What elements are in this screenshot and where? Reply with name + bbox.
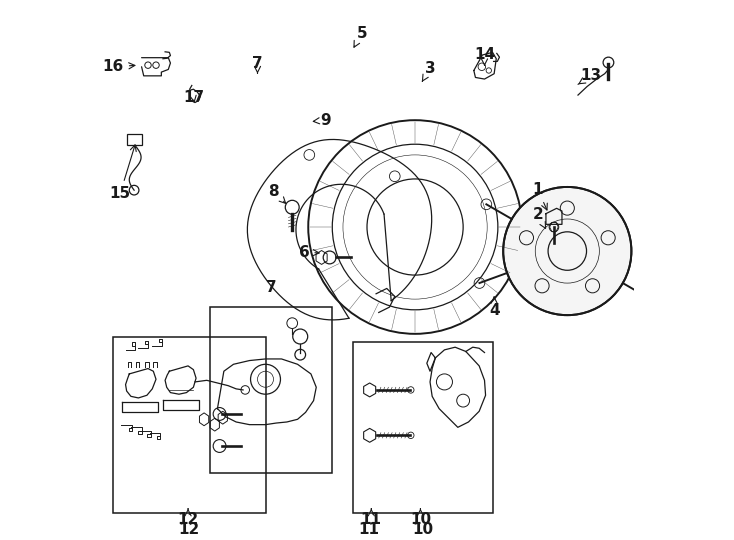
Text: 2: 2 bbox=[533, 207, 545, 228]
Text: 7: 7 bbox=[266, 280, 277, 295]
Text: 15: 15 bbox=[109, 145, 137, 201]
Text: 8: 8 bbox=[268, 184, 286, 204]
Text: 3: 3 bbox=[422, 61, 435, 81]
Text: 5: 5 bbox=[354, 25, 367, 47]
Text: 14: 14 bbox=[474, 47, 495, 65]
Text: 10: 10 bbox=[413, 522, 433, 537]
Text: 4: 4 bbox=[489, 297, 499, 319]
Text: 12: 12 bbox=[178, 509, 199, 526]
Text: 10: 10 bbox=[410, 509, 431, 526]
Text: 7: 7 bbox=[252, 56, 263, 73]
Text: 17: 17 bbox=[183, 90, 204, 105]
Text: 1: 1 bbox=[533, 182, 548, 210]
Text: 11: 11 bbox=[359, 522, 379, 537]
Text: 9: 9 bbox=[313, 113, 330, 127]
Text: 11: 11 bbox=[361, 509, 382, 526]
Text: 13: 13 bbox=[578, 69, 602, 84]
Text: 12: 12 bbox=[179, 522, 200, 537]
Text: 6: 6 bbox=[299, 245, 319, 260]
Circle shape bbox=[504, 187, 631, 315]
Text: 16: 16 bbox=[103, 59, 135, 75]
